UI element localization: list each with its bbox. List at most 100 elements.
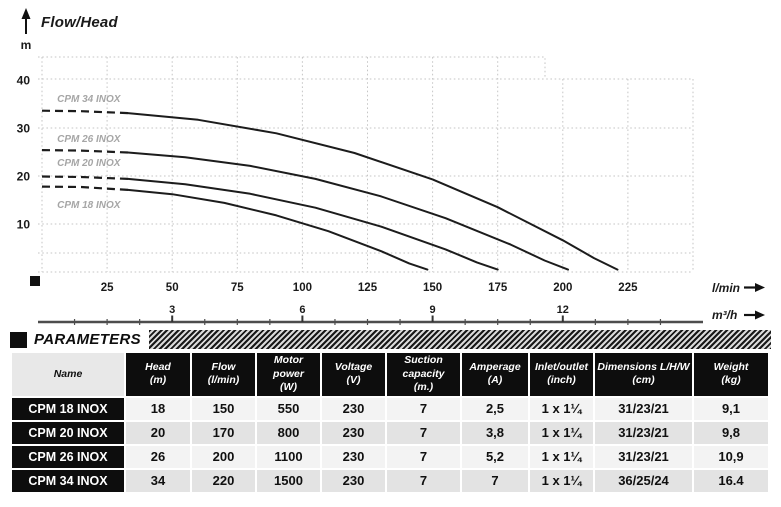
curve-label: CPM 26 INOX xyxy=(57,134,122,145)
value-cell: 7 xyxy=(387,397,460,420)
y-axis-unit: m xyxy=(21,38,32,52)
pump-curve-dashed xyxy=(41,185,128,191)
column-header: Inlet/outlet (inch) xyxy=(530,353,593,396)
y-tick-label: 40 xyxy=(17,74,31,88)
table-header-row: Name Head (m) Flow (l/min) Motor power (W) Volt… xyxy=(12,353,768,396)
bullet-square-icon xyxy=(10,331,27,348)
y-tick-label: 20 xyxy=(17,170,31,184)
column-header: Suction capacity (m.) xyxy=(387,353,460,396)
value-cell: 26 xyxy=(126,445,190,468)
m3h-tick-label: 3 xyxy=(169,304,175,316)
value-cell: 9,1 xyxy=(694,397,768,420)
value-cell: 5,2 xyxy=(462,445,528,468)
table-row: CPM 18 INOX 18 150 550 230 7 2,5 1 x 1¼ 31/23/21… xyxy=(12,397,768,420)
value-cell: 1 x 1¼ xyxy=(530,445,593,468)
value-cell: 31/23/21 xyxy=(595,397,692,420)
value-cell: 3,8 xyxy=(462,421,528,444)
pump-name-cell: CPM 26 INOX xyxy=(12,445,124,468)
column-header: Amperage (A) xyxy=(462,353,528,396)
x2-axis-arrow-head xyxy=(755,310,765,320)
value-cell: 230 xyxy=(322,421,385,444)
x-tick-label: 75 xyxy=(231,282,244,294)
value-cell: 150 xyxy=(192,397,255,420)
value-cell: 20 xyxy=(126,421,190,444)
pump-name-cell: CPM 20 INOX xyxy=(12,421,124,444)
value-cell: 200 xyxy=(192,445,255,468)
pump-curve-dashed xyxy=(41,149,128,154)
hatch-bar xyxy=(148,330,771,349)
pump-curve xyxy=(126,112,619,271)
table-row: CPM 26 INOX 26 200 1100 230 7 5,2 1 x 1¼ 31/23/2… xyxy=(12,445,768,468)
value-cell: 1 x 1¼ xyxy=(530,469,593,492)
pump-curve-dashed xyxy=(41,109,128,115)
x-tick-label: 225 xyxy=(618,282,638,294)
parameters-title: PARAMETERS xyxy=(34,331,141,348)
origin-marker xyxy=(30,276,40,286)
x-axis-unit-m3h: m³/h xyxy=(712,308,737,322)
value-cell: 7 xyxy=(387,421,460,444)
column-header: Motor power (W) xyxy=(257,353,320,396)
value-cell: 7 xyxy=(387,445,460,468)
value-cell: 550 xyxy=(257,397,320,420)
y-tick-label: 10 xyxy=(17,218,31,232)
value-cell: 800 xyxy=(257,421,320,444)
pump-curve xyxy=(126,151,569,271)
value-cell: 31/23/21 xyxy=(595,421,692,444)
value-cell: 220 xyxy=(192,469,255,492)
table-row: CPM 20 INOX 20 170 800 230 7 3,8 1 x 1¼ 31/23/21… xyxy=(12,421,768,444)
table-row: CPM 34 INOX 34 220 1500 230 7 7 1 x 1¼ 36/25/24 1… xyxy=(12,469,768,492)
x-tick-label: 150 xyxy=(423,282,442,294)
value-cell: 230 xyxy=(322,397,385,420)
value-cell: 36/25/24 xyxy=(595,469,692,492)
value-cell: 230 xyxy=(322,469,385,492)
value-cell: 31/23/21 xyxy=(595,445,692,468)
y-axis-arrow-head xyxy=(21,8,31,19)
pump-curve-dashed xyxy=(41,175,128,180)
value-cell: 9,8 xyxy=(694,421,768,444)
flow-head-chart: 10 20 30 40 m Flow/Head CPM 34 INOX CPM 26 INOX… xyxy=(17,8,765,325)
value-cell: 34 xyxy=(126,469,190,492)
pump-curve xyxy=(126,188,429,271)
column-header: Dimensions L/H/W (cm) xyxy=(595,353,692,396)
value-cell: 1 x 1¼ xyxy=(530,397,593,420)
x-axis-unit-lmin: l/min xyxy=(712,281,740,295)
value-cell: 170 xyxy=(192,421,255,444)
curve-label: CPM 20 INOX xyxy=(57,158,122,169)
value-cell: 1100 xyxy=(257,445,320,468)
m3h-tick-label: 9 xyxy=(430,304,436,316)
column-header-name: Name xyxy=(12,353,124,396)
parameters-section-header: PARAMETERS xyxy=(10,330,771,349)
value-cell: 1 x 1¼ xyxy=(530,421,593,444)
y-tick-label: 30 xyxy=(17,122,31,136)
chart-title: Flow/Head xyxy=(41,14,118,31)
value-cell: 230 xyxy=(322,445,385,468)
value-cell: 2,5 xyxy=(462,397,528,420)
x-tick-label: 100 xyxy=(293,282,312,294)
curve-label: CPM 34 INOX xyxy=(57,94,122,105)
value-cell: 10,9 xyxy=(694,445,768,468)
x-tick-label: 175 xyxy=(488,282,508,294)
value-cell: 7 xyxy=(462,469,528,492)
x-tick-label: 200 xyxy=(553,282,572,294)
curve-label: CPM 18 INOX xyxy=(57,200,122,211)
column-header: Voltage (V) xyxy=(322,353,385,396)
column-header: Weight (kg) xyxy=(694,353,768,396)
x-axis-arrow-head xyxy=(755,283,765,292)
grid-top-border xyxy=(38,56,546,79)
pump-name-cell: CPM 18 INOX xyxy=(12,397,124,420)
parameters-table: Name Head (m) Flow (l/min) Motor power (W) Volt… xyxy=(10,351,770,494)
value-cell: 16.4 xyxy=(694,469,768,492)
x-tick-label: 25 xyxy=(101,282,114,294)
x-tick-label: 125 xyxy=(358,282,378,294)
value-cell: 1500 xyxy=(257,469,320,492)
x-tick-label: 50 xyxy=(166,282,179,294)
value-cell: 18 xyxy=(126,397,190,420)
column-header: Flow (l/min) xyxy=(192,353,255,396)
pump-name-cell: CPM 34 INOX xyxy=(12,469,124,492)
value-cell: 7 xyxy=(387,469,460,492)
m3h-tick-label: 6 xyxy=(299,304,305,316)
column-header: Head (m) xyxy=(126,353,190,396)
m3h-tick-label: 12 xyxy=(557,304,569,316)
pump-curve xyxy=(126,177,499,271)
